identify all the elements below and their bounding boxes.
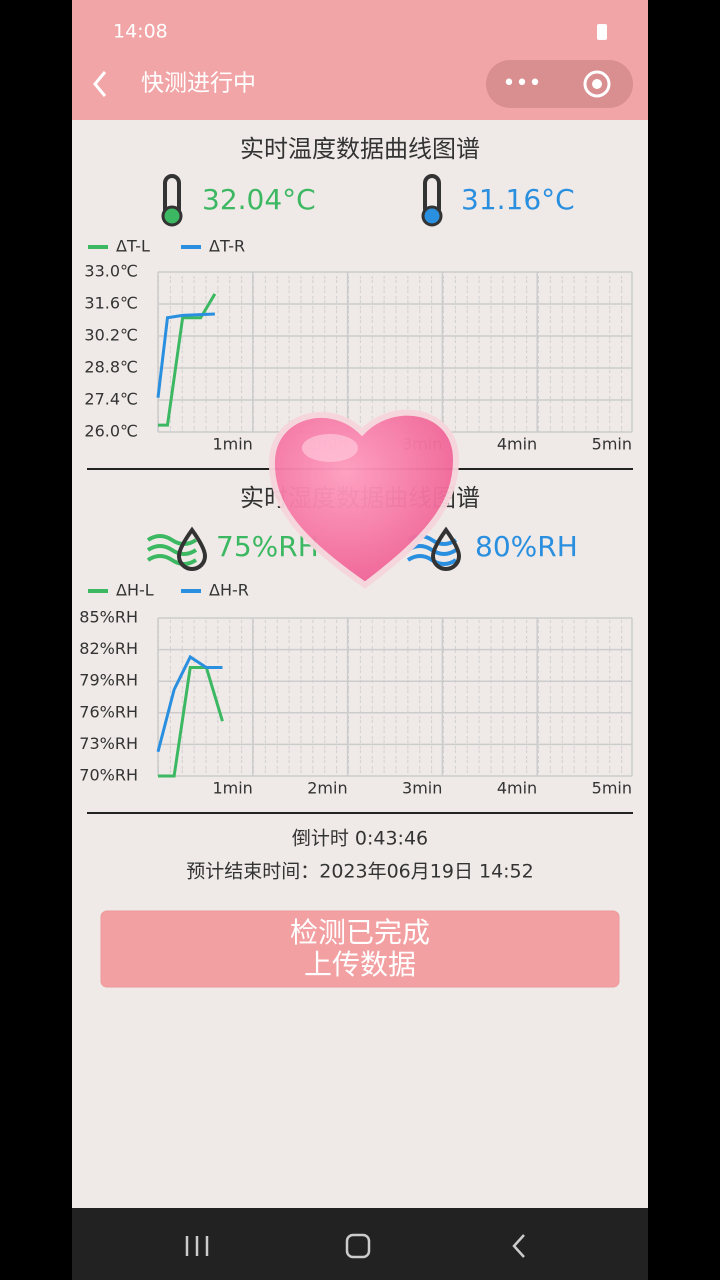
legend-label: ΔH-L — [116, 581, 154, 600]
legend-label: ΔT-L — [116, 237, 150, 256]
button-line-2: 上传数据 — [304, 948, 416, 981]
y-tick-label: 85%RH — [79, 608, 138, 627]
upload-button[interactable] — [100, 910, 620, 988]
home-button[interactable] — [345, 1233, 371, 1259]
minor-grid — [158, 618, 632, 776]
y-tick-label: 31.6℃ — [84, 294, 138, 313]
y-tick-label: 73%RH — [79, 734, 138, 753]
x-tick-label: 3min — [402, 779, 442, 798]
reading: 80%RH — [475, 530, 578, 563]
recent-apps[interactable] — [185, 1236, 209, 1256]
reading: 31.16°C — [461, 183, 575, 216]
status-time: 14:08 — [113, 21, 168, 43]
nav-title: 快测进行中 — [141, 71, 256, 97]
end-time: 预计结束时间：2023年06月19日 14:52 — [186, 861, 534, 883]
charts: 实时温度数据曲线图谱 32.04°C 31.16°C ΔT-L ΔT-R 26.0℃ 27.… — [79, 135, 633, 814]
data-line — [158, 293, 217, 427]
y-tick-label: 26.0℃ — [84, 422, 138, 441]
y-tick-label: 70%RH — [79, 766, 138, 785]
chart-title: 实时温度数据曲线图谱 — [240, 135, 480, 163]
x-tick-label: 1min — [212, 779, 252, 798]
reading: 32.04°C — [202, 183, 316, 216]
countdown: 倒计时 0:43:46 — [292, 828, 428, 850]
legend-label: ΔH-R — [209, 581, 249, 600]
data-line — [158, 666, 224, 778]
menu-button[interactable]: ••• — [503, 71, 542, 96]
heart-overlay — [268, 409, 460, 589]
data-line — [156, 654, 223, 753]
close-dot — [592, 79, 602, 89]
y-tick-label: 82%RH — [79, 639, 138, 658]
back-button[interactable] — [93, 71, 107, 97]
minor-grid — [158, 272, 632, 432]
battery-icon — [597, 24, 607, 40]
app-body — [72, 0, 648, 1208]
data-line — [156, 312, 215, 398]
system-nav — [72, 1208, 648, 1280]
x-tick-label: 4min — [497, 435, 537, 454]
button-line-1: 检测已完成 — [290, 916, 430, 949]
y-tick-label: 76%RH — [79, 702, 138, 721]
system-back[interactable] — [512, 1234, 525, 1258]
x-tick-label: 2min — [307, 779, 347, 798]
close-button[interactable] — [583, 70, 611, 98]
x-tick-label: 4min — [497, 779, 537, 798]
temp-icons — [161, 174, 443, 227]
x-tick-label: 5min — [592, 779, 632, 798]
y-tick-label: 30.2℃ — [84, 326, 138, 345]
y-tick-label: 79%RH — [79, 671, 138, 690]
legend-label: ΔT-R — [209, 237, 245, 256]
y-tick-label: 27.4℃ — [84, 390, 138, 409]
x-tick-label: 5min — [592, 435, 632, 454]
y-tick-label: 33.0℃ — [84, 262, 138, 281]
x-tick-label: 1min — [212, 435, 252, 454]
y-tick-label: 28.8℃ — [84, 358, 138, 377]
